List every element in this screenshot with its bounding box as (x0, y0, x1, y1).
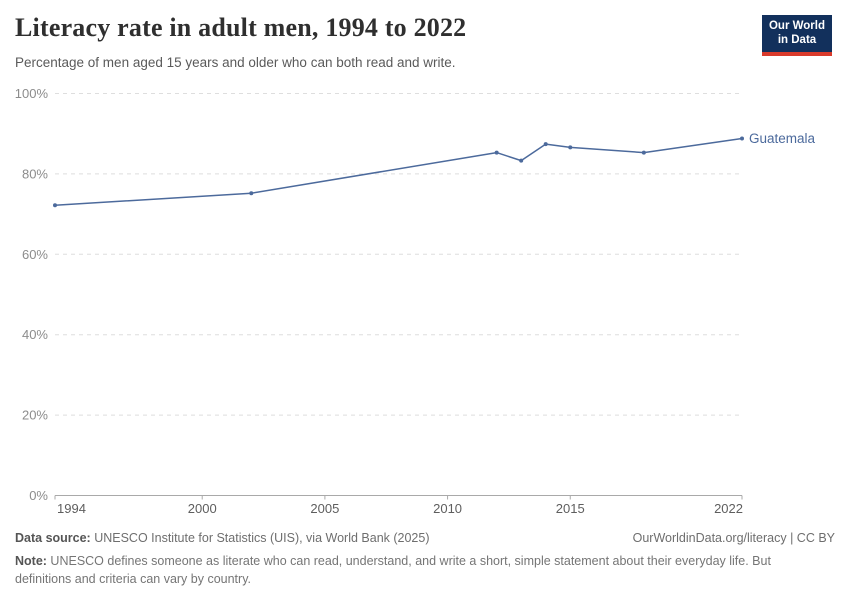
x-tick-label: 2022 (714, 501, 743, 516)
x-tick-label: 2005 (310, 501, 339, 516)
data-source-text: UNESCO Institute for Statistics (UIS), v… (90, 531, 430, 545)
chart-subtitle: Percentage of men aged 15 years and olde… (15, 55, 456, 70)
owid-logo[interactable]: Our World in Data (762, 15, 832, 56)
data-source-label: Data source: (15, 531, 91, 545)
data-point (641, 150, 646, 155)
data-point (543, 142, 548, 147)
x-tick-label: 1994 (57, 501, 86, 516)
attribution-link[interactable]: OurWorldinData.org/literacy | CC BY (632, 531, 835, 545)
data-point (53, 203, 57, 208)
x-tick-label: 2000 (188, 501, 217, 516)
note-text: UNESCO defines someone as literate who c… (15, 554, 771, 586)
data-point (740, 136, 744, 141)
data-point (568, 145, 573, 150)
owid-logo-line2: in Data (777, 33, 817, 46)
series-end-label: Guatemala (749, 131, 816, 146)
page-title: Literacy rate in adult men, 1994 to 2022 (15, 13, 467, 42)
y-tick-label: 100% (15, 86, 49, 101)
series-line (54, 137, 743, 207)
data-point (519, 158, 524, 163)
chart-footer: Data source: UNESCO Institute for Statis… (15, 531, 835, 588)
data-source: Data source: UNESCO Institute for Statis… (15, 531, 430, 545)
x-tick-label: 2015 (556, 501, 585, 516)
owid-logo-line1: Our World (768, 20, 825, 32)
chart-note: Note: UNESCO defines someone as literate… (15, 553, 787, 588)
y-tick-label: 40% (22, 327, 48, 342)
note-label: Note: (15, 554, 47, 568)
x-tick-label: 2010 (433, 501, 462, 516)
y-tick-label: 60% (22, 247, 48, 262)
y-tick-label: 20% (22, 408, 48, 423)
source-row: Data source: UNESCO Institute for Statis… (15, 531, 835, 545)
data-point (249, 191, 254, 196)
data-point (494, 150, 499, 155)
y-tick-label: 0% (29, 488, 48, 503)
y-tick-label: 80% (22, 166, 48, 181)
